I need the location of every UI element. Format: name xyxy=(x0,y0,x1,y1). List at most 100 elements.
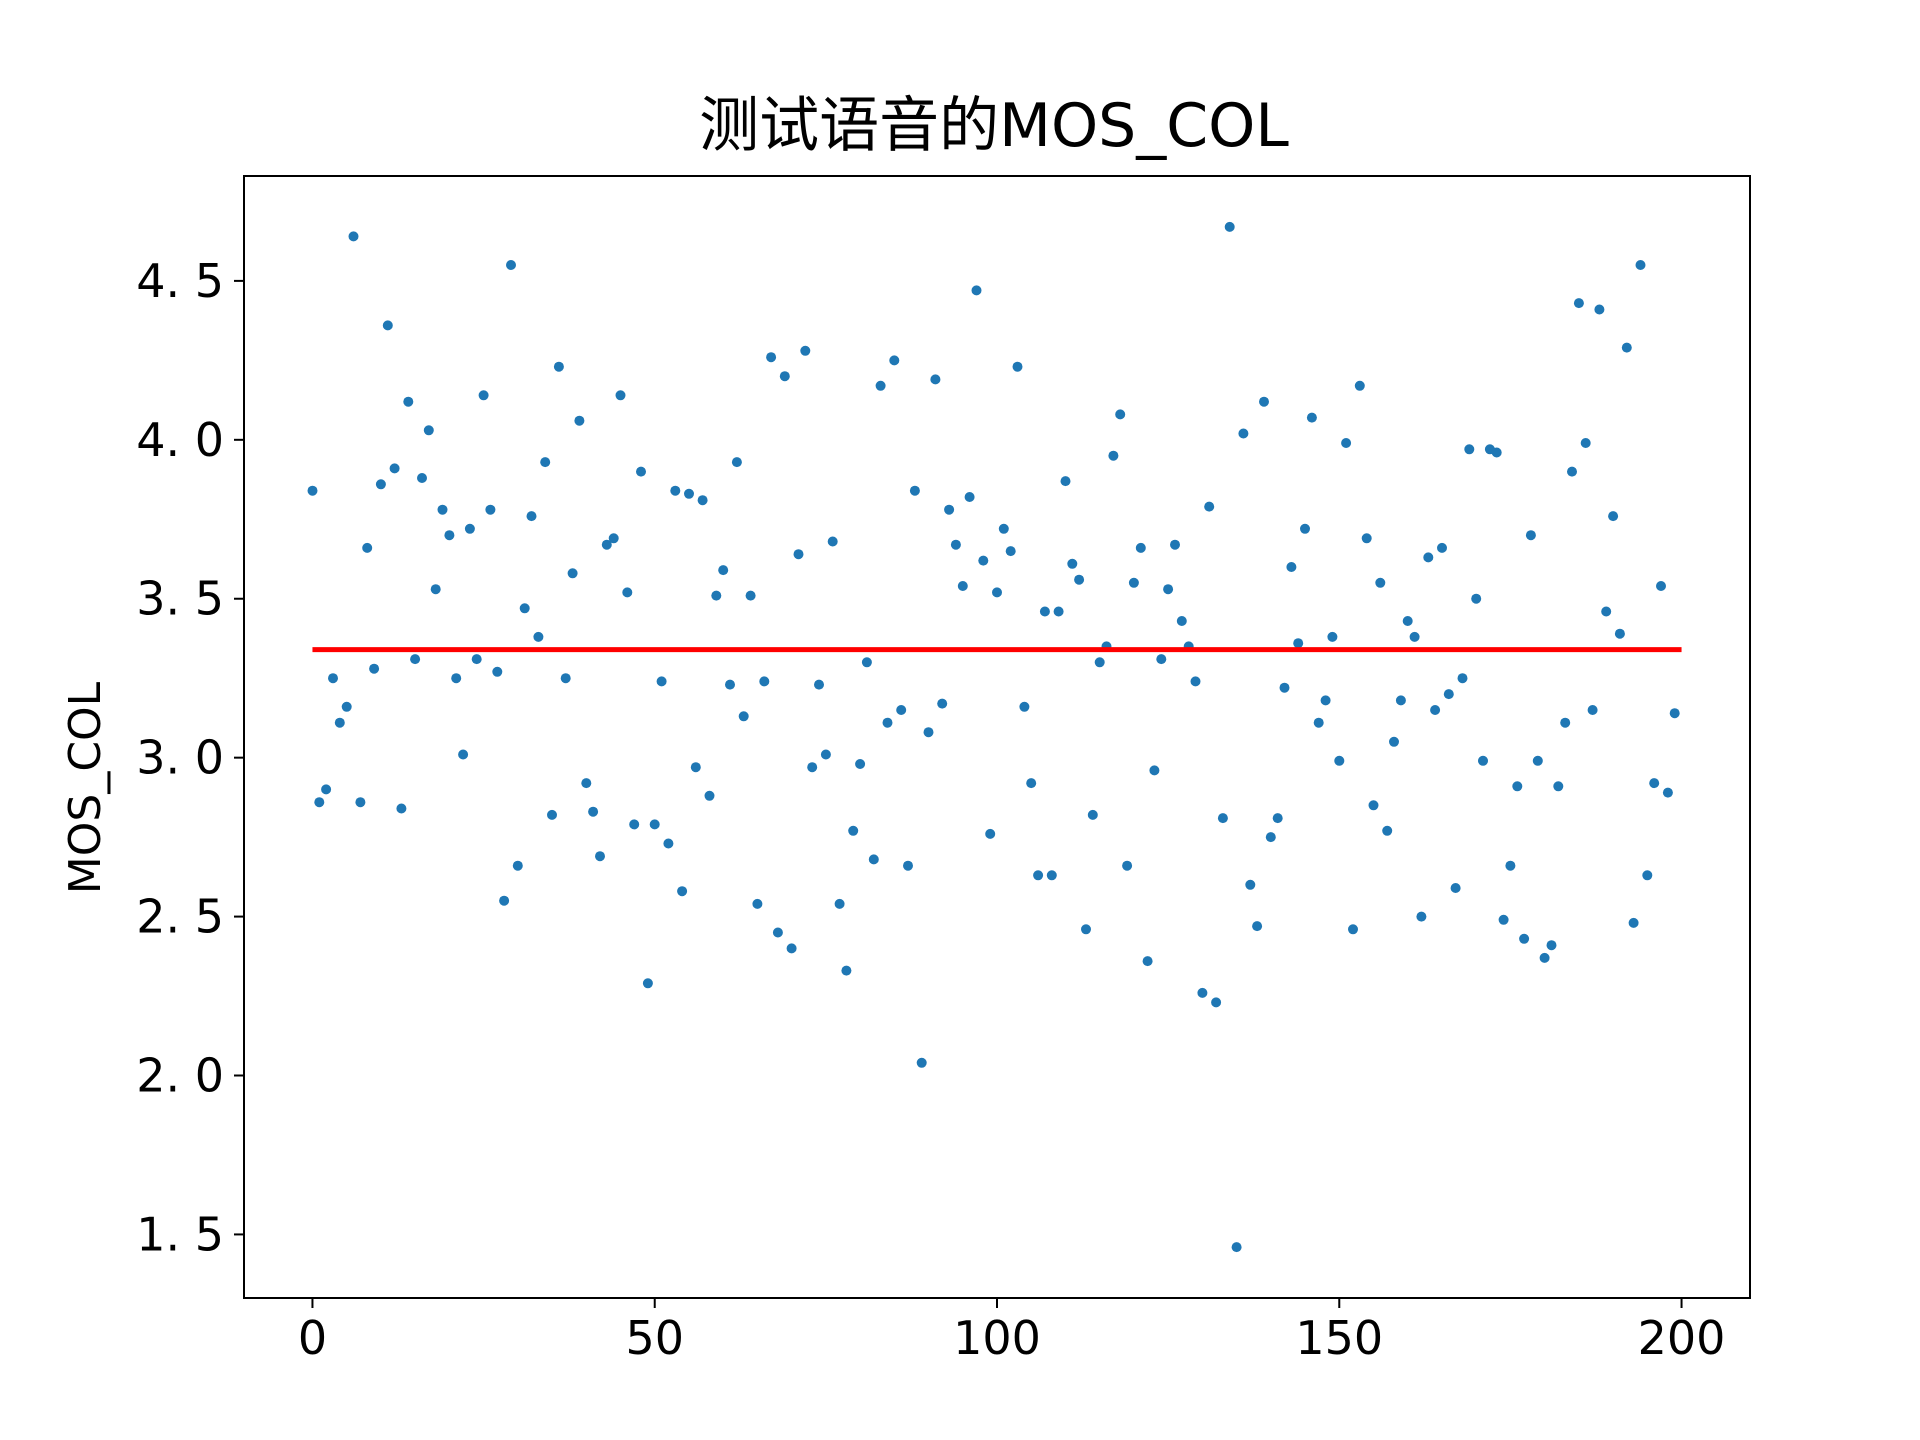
data-point xyxy=(1601,606,1612,617)
data-point xyxy=(1245,879,1256,890)
data-point xyxy=(752,898,763,909)
data-point xyxy=(1450,883,1461,893)
data-point xyxy=(574,415,585,426)
data-point xyxy=(1128,577,1139,588)
x-tick-label: 150 xyxy=(1295,1311,1383,1365)
data-point xyxy=(1176,616,1187,626)
data-point xyxy=(985,828,996,839)
y-tick-label: 1. 5 xyxy=(136,1207,224,1261)
data-point xyxy=(1046,870,1057,881)
y-tick-label: 3. 0 xyxy=(136,731,224,785)
data-point xyxy=(697,495,708,506)
data-point xyxy=(1594,304,1605,315)
data-point xyxy=(629,819,640,830)
data-point xyxy=(382,320,393,331)
data-point xyxy=(533,631,544,642)
data-point xyxy=(410,654,421,665)
y-tick-label: 2. 5 xyxy=(136,890,224,944)
data-point xyxy=(642,978,653,989)
data-point xyxy=(369,663,380,674)
data-point xyxy=(766,352,777,363)
data-point xyxy=(444,530,455,541)
data-point xyxy=(1197,987,1208,998)
data-point xyxy=(1348,924,1358,935)
data-point xyxy=(950,539,961,550)
data-point xyxy=(772,927,783,938)
data-point xyxy=(848,825,859,836)
data-point xyxy=(334,717,345,728)
data-point xyxy=(1457,673,1468,684)
data-point xyxy=(1170,539,1180,550)
data-point xyxy=(451,673,462,684)
data-point xyxy=(718,565,729,576)
data-point xyxy=(519,603,530,614)
data-point xyxy=(1409,631,1420,642)
data-point xyxy=(1471,593,1482,604)
data-point xyxy=(458,749,469,760)
data-point xyxy=(649,819,660,830)
data-point xyxy=(1060,476,1071,487)
data-point xyxy=(478,390,489,401)
data-point xyxy=(1621,342,1632,353)
data-point xyxy=(512,860,523,871)
data-point xyxy=(1614,628,1625,639)
data-point xyxy=(923,727,934,738)
data-point xyxy=(417,473,427,483)
data-point xyxy=(957,581,968,591)
data-point xyxy=(1231,1242,1242,1253)
data-point xyxy=(1067,558,1078,569)
data-point xyxy=(1553,781,1564,792)
data-point xyxy=(485,504,496,515)
x-tick-label: 50 xyxy=(625,1311,684,1365)
data-point xyxy=(1587,705,1598,715)
data-point xyxy=(506,260,516,270)
data-point xyxy=(1217,813,1228,824)
data-point xyxy=(615,390,626,401)
data-point xyxy=(1519,933,1530,944)
data-point xyxy=(1491,447,1502,458)
data-point xyxy=(1074,574,1085,585)
data-point xyxy=(992,587,1002,598)
data-point xyxy=(875,380,886,391)
data-point xyxy=(690,762,701,773)
data-point xyxy=(1327,631,1338,642)
data-point xyxy=(1567,466,1577,477)
data-point xyxy=(1498,914,1509,925)
data-point xyxy=(581,778,592,789)
data-point xyxy=(1662,787,1673,798)
data-point xyxy=(1402,616,1413,626)
x-axis-ticks: 0 50 100 150 200 xyxy=(298,1298,1726,1365)
data-point xyxy=(1033,870,1044,881)
data-point xyxy=(560,673,571,684)
data-point xyxy=(430,584,441,595)
data-point xyxy=(1142,956,1153,967)
data-point xyxy=(1300,523,1310,534)
data-point xyxy=(396,803,407,814)
data-point xyxy=(1012,361,1023,372)
data-point xyxy=(622,587,633,598)
data-point xyxy=(1430,705,1441,715)
data-point xyxy=(998,523,1009,534)
data-point xyxy=(1368,800,1379,811)
data-point xyxy=(1039,606,1050,617)
y-axis-title: MOS_COL xyxy=(60,681,111,894)
data-point xyxy=(1375,577,1386,588)
data-point xyxy=(321,784,332,795)
data-point xyxy=(725,679,735,690)
data-point xyxy=(328,673,338,684)
x-tick-label: 200 xyxy=(1638,1311,1726,1365)
data-point xyxy=(348,231,359,242)
data-point xyxy=(800,345,811,356)
data-point xyxy=(1259,396,1269,407)
data-point xyxy=(786,943,797,954)
data-point xyxy=(1122,860,1133,871)
data-point xyxy=(663,838,674,849)
data-point xyxy=(1334,755,1345,766)
y-tick-label: 4. 0 xyxy=(136,413,224,467)
data-point xyxy=(1560,717,1571,728)
data-point xyxy=(978,555,989,566)
data-point xyxy=(437,504,448,515)
data-point xyxy=(745,590,756,601)
data-point xyxy=(841,965,852,976)
x-tick-label: 100 xyxy=(953,1311,1041,1365)
